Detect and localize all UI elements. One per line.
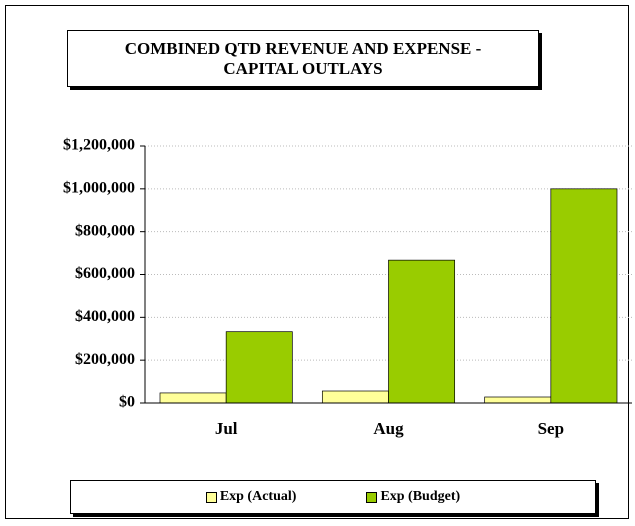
x-tick-label: Sep — [538, 419, 564, 438]
bar — [225, 331, 293, 404]
legend-item: Exp (Budget) — [366, 489, 460, 505]
chart-frame — [5, 5, 629, 519]
legend-label: Exp (Budget) — [380, 489, 461, 504]
chart: $0 $200,000 $400,000 $600,000 $800,000 $1,000… — [63, 137, 632, 438]
legend-item: Exp (Actual) — [205, 489, 297, 505]
legend-swatch — [366, 491, 378, 503]
y-tick-label: $600,000 — [75, 265, 135, 282]
legend: Exp (Actual) Exp (Budget) — [70, 480, 596, 514]
bar — [550, 188, 618, 404]
bar — [388, 259, 456, 404]
bar — [321, 390, 389, 404]
legend-swatch — [205, 491, 217, 503]
y-tick-label: $800,000 — [75, 222, 135, 239]
bar — [159, 392, 227, 404]
x-tick-label: Aug — [373, 419, 404, 438]
x-tick-label: Jul — [215, 419, 238, 438]
y-tick-label: $1,000,000 — [63, 180, 135, 197]
y-tick-label: $1,200,000 — [63, 137, 135, 154]
y-tick-label: $200,000 — [75, 351, 135, 368]
y-tick-label: $0 — [119, 394, 135, 411]
y-tick-label: $400,000 — [75, 308, 135, 325]
legend-label: Exp (Actual) — [219, 489, 297, 504]
chart-title: COMBINED QTD REVENUE AND EXPENSE - CAPIT… — [67, 30, 539, 87]
bar — [484, 396, 552, 404]
